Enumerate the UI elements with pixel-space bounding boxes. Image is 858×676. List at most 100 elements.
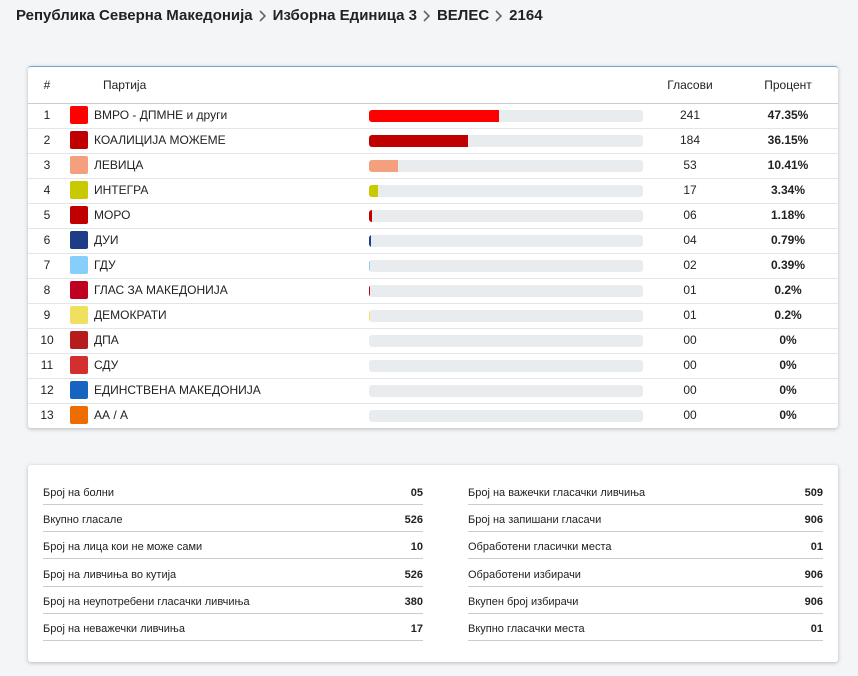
breadcrumb-item[interactable]: Изборна Единица 3 — [272, 7, 417, 24]
percent: 0% — [779, 383, 797, 397]
stat-label: Број на ливчиња во кутија — [43, 568, 177, 581]
progress-bar — [369, 210, 373, 222]
stat-label: Вкупен број избирачи — [468, 595, 579, 608]
percent: 1.18% — [770, 208, 806, 222]
stat-value: 380 — [404, 595, 423, 608]
row-divider — [28, 203, 838, 204]
chevron — [259, 9, 266, 22]
stat-value: 526 — [404, 514, 423, 527]
stat-value: 906 — [804, 595, 823, 608]
progress-track — [369, 385, 643, 397]
percent: 47.35% — [767, 108, 809, 122]
row-number: 2 — [43, 133, 51, 147]
progress-bar — [369, 135, 469, 147]
column-header: Партија — [103, 78, 147, 92]
row-divider — [28, 353, 838, 354]
party-name: МОРО — [94, 208, 131, 222]
progress-track — [369, 135, 643, 147]
row-number: 10 — [40, 333, 54, 347]
party-name: ИНТЕГРА — [94, 183, 149, 197]
party-name: ДЕМОКРАТИ — [94, 308, 167, 322]
row-number: 7 — [43, 258, 51, 272]
row-number: 6 — [43, 233, 51, 247]
progress-track — [369, 160, 643, 172]
row-number: 1 — [43, 108, 51, 122]
percent: 0.79% — [770, 233, 806, 247]
progress-track — [369, 260, 643, 272]
row-number: 3 — [43, 158, 51, 172]
stat-value: 01 — [810, 623, 823, 635]
percent: 0% — [779, 358, 797, 372]
row-divider — [28, 403, 838, 404]
row-number: 4 — [43, 183, 51, 197]
stat-value: 509 — [804, 487, 823, 499]
stat-underline — [468, 558, 823, 560]
progress-track — [369, 285, 643, 297]
percent: 0.2% — [774, 283, 802, 297]
progress-track — [369, 235, 643, 247]
votes: 00 — [683, 408, 697, 422]
stat-underline — [468, 531, 823, 533]
row-divider — [28, 278, 838, 279]
party-logo — [70, 356, 88, 374]
party-logo — [70, 406, 88, 424]
party-logo — [70, 381, 88, 399]
stat-underline — [43, 558, 423, 560]
stat-underline — [43, 640, 423, 641]
row-divider — [28, 153, 838, 154]
column-header: Процент — [764, 78, 812, 92]
percent: 3.34% — [770, 183, 806, 197]
votes: 17 — [683, 183, 697, 197]
stat-label: Број на запишани гласачи — [468, 514, 602, 527]
progress-track — [369, 110, 643, 122]
breadcrumb-item: 2164 — [509, 7, 543, 24]
row-number: 5 — [43, 208, 51, 222]
percent: 0% — [779, 333, 797, 347]
chevron — [495, 9, 503, 22]
percent: 0.2% — [774, 308, 802, 322]
votes: 04 — [683, 233, 697, 247]
percent: 10.41% — [767, 158, 809, 172]
stat-value: 906 — [804, 514, 823, 527]
row-number: 13 — [40, 408, 54, 422]
percent: 36.15% — [767, 133, 809, 147]
stats-panel: Број на болни 05 Вкупно гласале 526 Број на … — [28, 465, 838, 662]
breadcrumb-item[interactable]: Република Северна Македонија — [16, 7, 253, 24]
stat-label: Обработени гласички места — [468, 541, 612, 554]
stat-value: 01 — [810, 541, 823, 554]
party-name: АА / А — [94, 408, 129, 422]
stat-label: Број на болни — [43, 487, 115, 499]
breadcrumb: Република Северна Македонија Изборна Един… — [16, 7, 543, 24]
progress-track — [369, 410, 643, 422]
row-number: 12 — [40, 383, 54, 397]
party-logo — [70, 206, 88, 224]
progress-bar — [369, 110, 499, 122]
votes: 00 — [683, 333, 697, 347]
stat-value: 10 — [410, 541, 423, 554]
votes: 06 — [683, 208, 697, 222]
header-divider — [28, 103, 838, 104]
stat-underline — [468, 640, 823, 641]
party-logo — [70, 156, 88, 174]
progress-bar — [369, 260, 371, 272]
stat-value: 906 — [804, 568, 823, 581]
stat-value: 05 — [410, 487, 423, 499]
party-name: ЛЕВИЦА — [94, 158, 144, 172]
votes: 184 — [679, 133, 701, 147]
stat-underline — [43, 585, 423, 587]
breadcrumb-item[interactable]: ВЕЛЕС — [436, 7, 490, 24]
stat-underline — [43, 612, 423, 614]
chevron — [423, 9, 431, 22]
votes: 53 — [683, 158, 697, 172]
votes: 02 — [683, 258, 697, 272]
row-number: 11 — [40, 358, 54, 372]
party-name: ДПА — [94, 333, 119, 347]
row-divider — [28, 228, 838, 229]
column-header: # — [43, 78, 51, 92]
party-name: ГЛАС ЗА МАКЕДОНИЈА — [94, 283, 228, 297]
stat-label: Број на лица кои не може сами — [43, 541, 203, 554]
party-logo — [70, 131, 88, 149]
party-name: ВМРО - ДПМНЕ и други — [94, 108, 228, 122]
row-divider — [28, 328, 838, 329]
progress-track — [369, 210, 643, 222]
